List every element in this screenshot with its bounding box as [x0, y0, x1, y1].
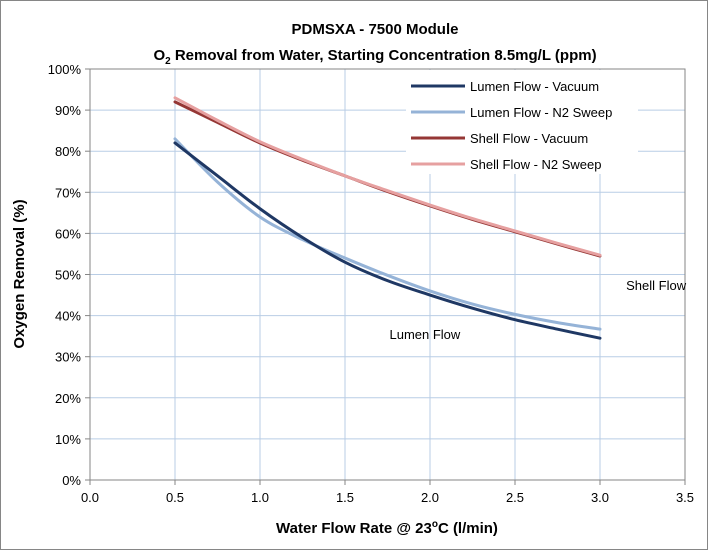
annotation-label: Shell Flow [626, 278, 687, 293]
x-axis-title-superscript: o [432, 519, 438, 530]
x-axis-title: Water Flow Rate @ 23oC (l/min) [276, 519, 498, 537]
y-axis-title: Oxygen Removal (%) [11, 199, 28, 348]
y-tick-label: 20% [55, 391, 81, 406]
x-tick-label: 0.0 [81, 490, 99, 505]
subtitle-rest: Removal from Water, Starting Concentrati… [171, 47, 597, 64]
legend-label: Lumen Flow - Vacuum [470, 79, 599, 94]
series-lines [173, 96, 602, 340]
x-axis-title-prefix: Water Flow Rate @ 23 [276, 520, 432, 537]
x-tick-label: 2.0 [421, 490, 439, 505]
series-line-3 [173, 96, 602, 257]
y-tick-label: 40% [55, 309, 81, 324]
y-tick-label: 50% [55, 268, 81, 283]
x-tick-label: 0.5 [166, 490, 184, 505]
y-tick-label: 100% [48, 62, 82, 77]
subtitle-prefix: O [153, 47, 165, 64]
legend-label: Lumen Flow - N2 Sweep [470, 105, 612, 120]
tick-labels: 0.0 0.5 1.0 1.5 2.0 2.5 3.0 3.5 0% 10% 20% 30% 40% 50… [48, 62, 694, 505]
y-tick-label: 80% [55, 144, 81, 159]
series-line-1 [173, 137, 602, 331]
legend-label: Shell Flow - Vacuum [470, 131, 588, 146]
x-tick-label: 1.5 [336, 490, 354, 505]
x-tick-label: 2.5 [506, 490, 524, 505]
x-axis-title-suffix: C (l/min) [438, 520, 498, 537]
subtitle-subscript: 2 [165, 56, 171, 67]
x-tick-label: 3.5 [676, 490, 694, 505]
annotations: Shell Flow Lumen Flow [389, 278, 686, 342]
y-tick-label: 90% [55, 103, 81, 118]
y-tick-label: 30% [55, 350, 81, 365]
x-tick-label: 3.0 [591, 490, 609, 505]
legend: Lumen Flow - Vacuum Lumen Flow - N2 Sweep… [406, 70, 638, 174]
chart-subtitle: O2 Removal from Water, Starting Concentr… [153, 47, 596, 67]
y-tick-label: 10% [55, 432, 81, 447]
chart-title: PDMSXA - 7500 Module [292, 21, 459, 38]
y-tick-label: 70% [55, 185, 81, 200]
x-tick-label: 1.0 [251, 490, 269, 505]
y-tick-label: 60% [55, 226, 81, 241]
y-tick-label: 0% [62, 473, 81, 488]
annotation-label: Lumen Flow [389, 327, 460, 342]
series-line-0 [173, 141, 602, 340]
legend-label: Shell Flow - N2 Sweep [470, 157, 602, 172]
